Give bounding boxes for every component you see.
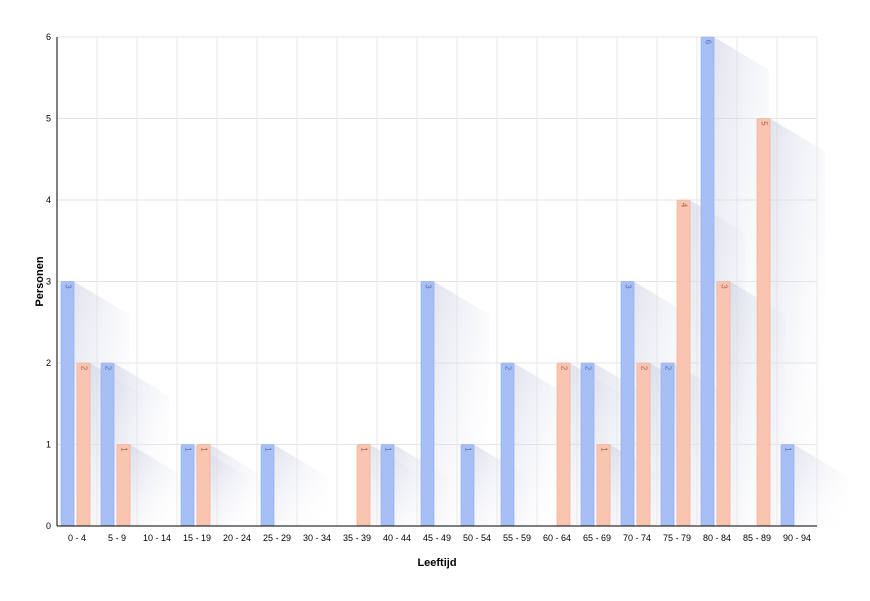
bar-value-label: 4 bbox=[679, 203, 688, 208]
bar bbox=[180, 444, 195, 527]
bar bbox=[380, 444, 395, 527]
y-tick-label: 4 bbox=[46, 195, 51, 205]
bar-value-label: 1 bbox=[199, 447, 208, 452]
x-tick-label: 55 - 59 bbox=[503, 533, 531, 543]
bar bbox=[76, 362, 91, 527]
bar bbox=[716, 281, 731, 527]
x-tick-label: 65 - 69 bbox=[583, 533, 611, 543]
bar-value-label: 3 bbox=[63, 284, 72, 289]
bar-value-label: 1 bbox=[119, 447, 128, 452]
bar-value-label: 1 bbox=[359, 447, 368, 452]
bar-value-label: 2 bbox=[583, 366, 592, 371]
bar-value-label: 2 bbox=[503, 366, 512, 371]
bar-value-label: 2 bbox=[103, 366, 112, 371]
x-tick-label: 25 - 29 bbox=[263, 533, 291, 543]
bar-value-label: 3 bbox=[719, 284, 728, 289]
y-tick-label: 6 bbox=[46, 32, 51, 42]
y-tick-label: 5 bbox=[46, 114, 51, 124]
bar bbox=[260, 444, 275, 527]
x-tick-label: 70 - 74 bbox=[623, 533, 651, 543]
x-tick-label: 35 - 39 bbox=[343, 533, 371, 543]
x-tick-label: 20 - 24 bbox=[223, 533, 251, 543]
y-tick-label: 2 bbox=[46, 358, 51, 368]
bar bbox=[500, 362, 515, 527]
x-tick-label: 40 - 44 bbox=[383, 533, 411, 543]
bar-shadow bbox=[770, 118, 825, 526]
bar bbox=[620, 281, 635, 527]
x-tick-label: 90 - 94 bbox=[783, 533, 811, 543]
y-axis-title: Personen bbox=[34, 256, 46, 306]
bar bbox=[580, 362, 595, 527]
bar-value-label: 3 bbox=[623, 284, 632, 289]
bar-value-label: 1 bbox=[783, 447, 792, 452]
bar-value-label: 2 bbox=[639, 366, 648, 371]
bar-value-label: 2 bbox=[559, 366, 568, 371]
y-tick-label: 3 bbox=[46, 277, 51, 287]
x-tick-label: 45 - 49 bbox=[423, 533, 451, 543]
bar-value-label: 5 bbox=[759, 121, 768, 126]
bar bbox=[636, 362, 651, 527]
x-tick-label: 85 - 89 bbox=[743, 533, 771, 543]
x-tick-label: 60 - 64 bbox=[543, 533, 571, 543]
x-tick-label: 15 - 19 bbox=[183, 533, 211, 543]
x-tick-label: 0 - 4 bbox=[68, 533, 86, 543]
y-tick-label: 1 bbox=[46, 440, 51, 450]
bar bbox=[596, 444, 611, 527]
bars: 3 2 1 1 1 3 1 2 2 3 2 6 1 2 1 1 1 2 1 2 4 3 5 bbox=[60, 36, 795, 527]
bar-value-label: 1 bbox=[263, 447, 272, 452]
bar bbox=[116, 444, 131, 527]
bar bbox=[676, 199, 691, 527]
bar-value-label: 6 bbox=[703, 40, 712, 45]
bar-shadow bbox=[130, 444, 185, 526]
y-tick-label: 0 bbox=[46, 521, 51, 531]
x-axis-title: Leeftijd bbox=[417, 557, 456, 569]
bar bbox=[556, 362, 571, 527]
bar bbox=[60, 281, 75, 527]
bar bbox=[660, 362, 675, 527]
bar-value-label: 1 bbox=[183, 447, 192, 452]
x-tick-label: 30 - 34 bbox=[303, 533, 331, 543]
bar bbox=[420, 281, 435, 527]
bar bbox=[356, 444, 371, 527]
bar-value-label: 1 bbox=[383, 447, 392, 452]
x-tick-label: 80 - 84 bbox=[703, 533, 731, 543]
bar bbox=[756, 118, 771, 527]
bar bbox=[460, 444, 475, 527]
bar-shadow bbox=[274, 444, 329, 526]
x-tick-label: 10 - 14 bbox=[143, 533, 171, 543]
bar-value-label: 3 bbox=[423, 284, 432, 289]
x-tick-label: 5 - 9 bbox=[108, 533, 126, 543]
bar bbox=[780, 444, 795, 527]
bar-value-label: 1 bbox=[599, 447, 608, 452]
bar bbox=[100, 362, 115, 527]
bar bbox=[700, 36, 715, 527]
bar-value-label: 2 bbox=[79, 366, 88, 371]
x-tick-label: 50 - 54 bbox=[463, 533, 491, 543]
bar-shadow bbox=[210, 444, 265, 526]
bar-shadow bbox=[514, 363, 569, 526]
chart-axes bbox=[56, 37, 817, 527]
bar bbox=[196, 444, 211, 527]
bar-value-label: 1 bbox=[463, 447, 472, 452]
bar-value-label: 2 bbox=[663, 366, 672, 371]
x-tick-label: 75 - 79 bbox=[663, 533, 691, 543]
